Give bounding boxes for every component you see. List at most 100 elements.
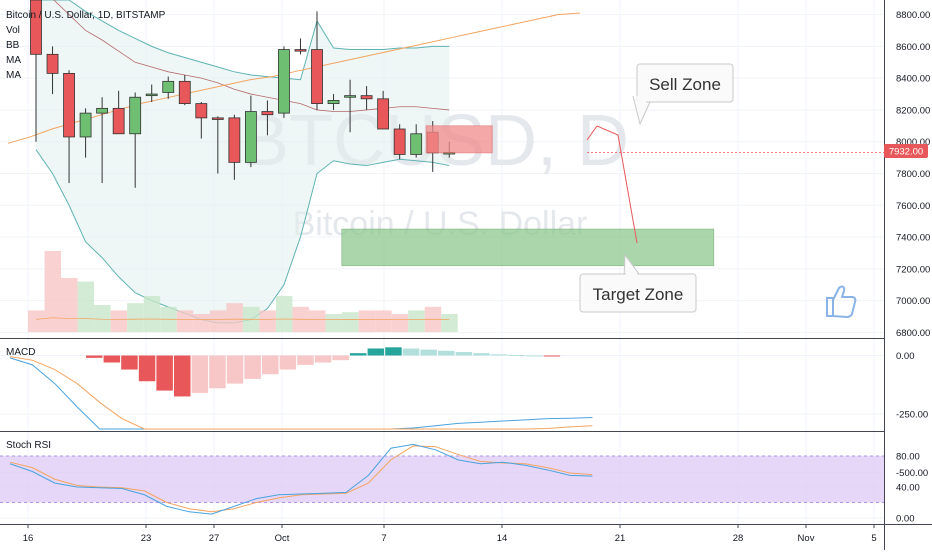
price-tick-0: 8800.00	[896, 10, 930, 21]
volume-bar-4	[94, 305, 111, 332]
price-tick-7: 7400.00	[896, 233, 930, 244]
x-tick-0: 16	[23, 533, 34, 544]
volume-bar-0	[28, 310, 45, 332]
stoch-pane-label[interactable]: Stoch RSI	[6, 440, 51, 451]
stoch-band	[0, 456, 884, 503]
candle-body-21	[377, 98, 390, 130]
macd-hist-19	[420, 349, 437, 356]
candle-body-20	[360, 95, 373, 100]
macd-hist-12	[297, 355, 314, 365]
macd-hist-13	[314, 355, 332, 363]
macd-hist-24	[508, 355, 525, 357]
macd-hist-26	[543, 355, 561, 357]
stoch-tick-1: 40.00	[896, 483, 920, 494]
macd-hist-14	[332, 355, 349, 361]
candle-body-19	[344, 95, 356, 98]
price-tick-4: 8000.00	[896, 137, 930, 148]
macd-hist-3	[138, 355, 156, 382]
target-zone-callout[interactable]: Target Zone	[579, 253, 697, 313]
x-tick-9: 5	[871, 533, 876, 544]
price-tick-10: 6800.00	[896, 328, 930, 339]
volume-bar-17	[309, 310, 326, 332]
x-tick-5: 14	[497, 533, 508, 544]
volume-bar-22	[391, 314, 409, 332]
volume-bar-25	[441, 314, 458, 332]
ma-long-line	[7, 12, 581, 144]
macd-hist-18	[402, 348, 420, 356]
volume-bar-3	[77, 281, 95, 332]
volume-bar-23	[408, 310, 425, 332]
volume-bar-14	[259, 310, 276, 332]
candle-body-7	[145, 93, 158, 97]
candle-body-0	[30, 0, 42, 55]
sell-zone-rect	[425, 125, 493, 154]
macd-hist-6	[191, 355, 209, 393]
candle-body-4	[96, 107, 109, 114]
volume-bar-19	[342, 312, 359, 332]
indicator-vol[interactable]: Vol	[6, 25, 20, 36]
candle-body-3	[79, 112, 92, 138]
macd-hist-4	[156, 355, 173, 391]
volume-ma-line	[35, 317, 450, 320]
candle-body-10	[195, 103, 208, 119]
macd-hist-8	[226, 355, 244, 384]
macd-tick-0: 0.00	[896, 351, 915, 362]
sell-zone-callout[interactable]: Sell Zone	[632, 63, 734, 126]
indicator-ma-1[interactable]: MA	[6, 55, 21, 66]
price-tick-9: 7000.00	[896, 296, 930, 307]
sell-zone-label: Sell Zone	[649, 75, 721, 94]
indicator-bb[interactable]: BB	[6, 40, 20, 51]
candle-body-6	[129, 96, 142, 135]
macd-hist-17	[385, 347, 402, 356]
price-tick-6: 7600.00	[896, 201, 930, 212]
volume-bar-15	[275, 296, 293, 332]
candle-body-22	[393, 128, 406, 155]
macd-pane-label[interactable]: MACD	[6, 347, 35, 358]
macd-hist-1	[103, 355, 121, 363]
candle-body-2	[63, 72, 75, 138]
x-tick-4: 7	[381, 533, 386, 544]
price-tick-3: 8200.00	[896, 105, 930, 116]
target-zone-label: Target Zone	[593, 285, 684, 304]
projection-path	[586, 125, 638, 244]
price-tick-1: 8600.00	[896, 42, 930, 53]
macd-signal-line	[9, 356, 593, 430]
macd-hist-25	[526, 355, 543, 357]
candle-body-18	[327, 100, 340, 104]
macd-hist-5	[174, 355, 191, 397]
price-tick-2: 8400.00	[896, 74, 930, 85]
macd-hist-11	[279, 355, 297, 370]
candle-body-1	[46, 53, 59, 74]
volume-bar-1	[44, 251, 62, 332]
x-tick-8: Nov	[798, 533, 815, 544]
candle-body-9	[178, 80, 191, 104]
x-tick-1: 23	[141, 533, 152, 544]
stoch-tick-0: 80.00	[896, 452, 920, 463]
thumbs-up-icon	[826, 285, 857, 318]
target-zone-rect	[341, 228, 715, 267]
candle-body-14	[261, 111, 274, 116]
volume-bar-21	[375, 310, 392, 332]
x-tick-6: 21	[615, 533, 626, 544]
price-tag-text: 7932.00	[889, 147, 923, 158]
macd-hist-21	[455, 351, 473, 356]
macd-hist-7	[209, 355, 226, 389]
macd-hist-16	[367, 348, 385, 356]
macd-hist-0	[86, 355, 103, 358]
macd-tick-2: -500.00	[896, 468, 928, 479]
indicator-ma-2[interactable]: MA	[6, 70, 21, 81]
candle-body-5	[112, 107, 125, 135]
candle-body-13	[244, 111, 257, 163]
price-tag	[884, 144, 928, 158]
x-tick-3: Oct	[275, 533, 290, 544]
macd-tick-1: -250.00	[896, 410, 928, 421]
x-tick-7: 28	[733, 533, 744, 544]
bollinger-band-fill	[36, 0, 450, 323]
macd-hist-10	[262, 355, 279, 375]
candle-body-8	[162, 80, 175, 93]
price-tick-5: 7800.00	[896, 169, 930, 180]
volume-bar-18	[325, 314, 343, 332]
macd-hist-22	[473, 353, 490, 356]
